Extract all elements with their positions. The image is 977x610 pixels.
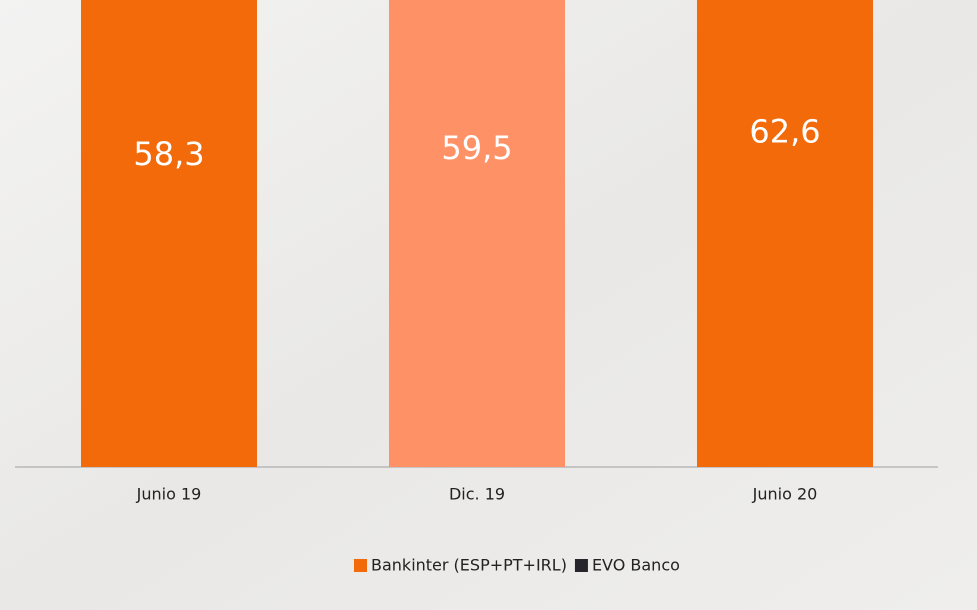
bar-segment <box>389 0 565 468</box>
x-tick-label: Junio 19 <box>136 485 202 504</box>
legend-swatch <box>354 559 367 572</box>
bar-segment <box>81 0 257 467</box>
x-tick-label: Dic. 19 <box>449 485 505 504</box>
value-label: 58,3 <box>133 135 204 173</box>
total-label: 63,6 <box>748 50 822 85</box>
value-label: 62,6 <box>749 113 820 151</box>
total-label: 59,2 <box>132 96 206 131</box>
x-tick-label: Junio 20 <box>752 485 818 504</box>
legend-label: EVO Banco <box>592 556 680 575</box>
value-label: 59,5 <box>441 129 512 167</box>
bar-segment <box>697 0 873 468</box>
legend-swatch <box>574 559 588 572</box>
legend-label: Bankinter (ESP+PT+IRL) <box>371 556 567 575</box>
